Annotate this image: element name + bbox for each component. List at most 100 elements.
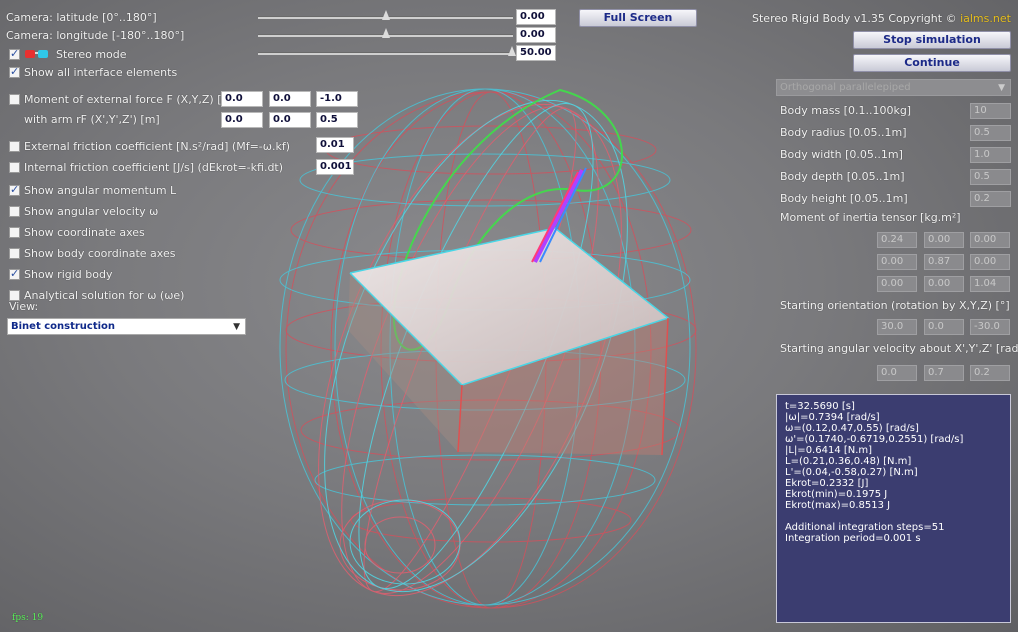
arm-z-input[interactable]: 0.5 [316,112,358,128]
analytical-solution-checkbox[interactable] [9,290,20,301]
chevron-down-icon: ▼ [233,322,240,332]
stereo-slider[interactable] [258,52,513,55]
show-rigid-body-checkbox[interactable] [9,267,20,280]
view-select[interactable]: Binet construction ▼ [7,318,246,335]
copyright-link[interactable]: ialms.net [960,12,1011,25]
show-body-axes-label: Show body coordinate axes [24,247,176,260]
camera-latitude-label: Camera: latitude [0°..180°] [6,11,157,24]
info-line: Ekrot(max)=0.8513 J [785,500,891,511]
stereo-value[interactable]: 50.00 [516,45,556,61]
camera-longitude-slider-thumb[interactable] [382,28,390,38]
inertia-cell: 0.00 [970,232,1010,248]
external-force-label: Moment of external force F (X,Y,Z) [N] [24,93,235,106]
orientation-input-y[interactable]: 0.0 [924,319,964,335]
body-height-label: Body height [0.05..1m] [780,192,908,205]
info-line: t=32.5690 [s] [785,401,855,412]
angular-momentum-vector [531,167,587,263]
body-radius-input[interactable]: 0.5 [970,125,1011,141]
info-line [785,511,1002,522]
rigid-body-box [348,227,670,456]
internal-friction-input[interactable]: 0.001 [316,159,354,175]
force-z-input[interactable]: -1.0 [316,91,358,107]
orientation-input-z[interactable]: -30.0 [970,319,1010,335]
external-friction-checkbox[interactable] [9,141,20,152]
inertia-cell: 0.24 [877,232,917,248]
analytical-solution-label: Analytical solution for ω (ωe) [24,289,185,302]
view-label: View: [9,300,39,313]
show-angular-velocity-label: Show angular velocity ω [24,205,159,218]
body-type-select-value: Orthogonal parallelepiped [780,82,911,93]
orientation-input-x[interactable]: 30.0 [877,319,917,335]
3d-glasses-icon [25,49,49,59]
orientation-label: Starting orientation (rotation by X,Y,Z)… [780,299,1010,312]
inertia-cell: 0.00 [877,254,917,270]
show-all-checkbox[interactable] [9,65,20,78]
full-screen-button[interactable]: Full Screen [579,9,697,27]
show-angular-momentum-label: Show angular momentum L [24,184,177,197]
stop-simulation-button[interactable]: Stop simulation [853,31,1011,49]
info-line: ω'=(0.1740,-0.6719,0.2551) [rad/s] [785,434,964,445]
external-force-checkbox[interactable] [9,94,20,105]
body-radius-label: Body radius [0.05..1m] [780,126,907,139]
show-coordinate-axes-checkbox[interactable] [9,227,20,238]
stereo-mode-checkbox[interactable] [9,47,20,60]
arm-x-input[interactable]: 0.0 [221,112,263,128]
angular-velocity-label: Starting angular velocity about X',Y',Z'… [780,342,1018,355]
body-width-input[interactable]: 1.0 [970,147,1011,163]
info-line: Integration period=0.001 s [785,533,921,544]
inertia-label: Moment of inertia tensor [kg.m²] [780,211,961,224]
info-line: ω=(0.12,0.47,0.55) [rad/s] [785,423,919,434]
chevron-down-icon: ▼ [998,83,1005,93]
force-y-input[interactable]: 0.0 [269,91,311,107]
show-all-label: Show all interface elements [24,66,178,79]
external-friction-label: External friction coefficient [N.s²/rad]… [24,140,291,153]
show-angular-velocity-checkbox[interactable] [9,206,20,217]
show-rigid-body-label: Show rigid body [24,268,113,281]
internal-friction-checkbox[interactable] [9,162,20,173]
body-width-label: Body width [0.05..1m] [780,148,903,161]
simulation-info-panel: t=32.5690 [s] |ω|=0.7394 [rad/s] ω=(0.12,0… [776,394,1011,623]
body-depth-input[interactable]: 0.5 [970,169,1011,185]
continue-button[interactable]: Continue [853,54,1011,72]
show-coordinate-axes-label: Show coordinate axes [24,226,145,239]
camera-latitude-slider-thumb[interactable] [382,10,390,20]
internal-friction-label: Internal friction coefficient [J/s] (dEk… [24,161,284,174]
arm-y-input[interactable]: 0.0 [269,112,311,128]
camera-longitude-label: Camera: longitude [-180°..180°] [6,29,185,42]
info-line: Ekrot=0.2332 [J] [785,478,869,489]
inertia-cell: 0.87 [924,254,964,270]
camera-latitude-value[interactable]: 0.00 [516,9,556,25]
stereo-mode-label: Stereo mode [56,48,127,61]
body-type-select[interactable]: Orthogonal parallelepiped ▼ [776,79,1011,96]
info-line: |L|=0.6414 [N.m] [785,445,873,456]
force-arm-label: with arm rF (X',Y',Z') [m] [24,113,160,126]
view-select-value: Binet construction [11,321,116,332]
copyright-prefix: Stereo Rigid Body v1.35 Copyright © [752,12,961,25]
info-line: L=(0.21,0.36,0.48) [N.m] [785,456,912,467]
inertia-cell: 0.00 [877,276,917,292]
inertia-cell: 0.00 [970,254,1010,270]
inertia-cell: 0.00 [924,276,964,292]
info-line: Ekrot(min)=0.1975 J [785,489,888,500]
show-body-axes-checkbox[interactable] [9,248,20,259]
angular-velocity-input-y[interactable]: 0.7 [924,365,964,381]
body-depth-label: Body depth [0.05..1m] [780,170,905,183]
copyright-text: Stereo Rigid Body v1.35 Copyright © ialm… [752,12,1011,25]
show-angular-momentum-checkbox[interactable] [9,183,20,196]
inertia-cell: 1.04 [970,276,1010,292]
body-height-input[interactable]: 0.2 [970,191,1011,207]
force-x-input[interactable]: 0.0 [221,91,263,107]
inertia-cell: 0.00 [924,232,964,248]
body-mass-input[interactable]: 10 [970,103,1011,119]
angular-velocity-input-z[interactable]: 0.2 [970,365,1010,381]
body-mass-label: Body mass [0.1..100kg] [780,104,912,117]
angular-velocity-input-x[interactable]: 0.0 [877,365,917,381]
camera-longitude-value[interactable]: 0.00 [516,27,556,43]
fps-counter: fps: 19 [12,613,44,623]
info-line: L'=(0.04,-0.58,0.27) [N.m] [785,467,918,478]
stereo-slider-thumb[interactable] [508,46,516,56]
info-line: Additional integration steps=51 [785,522,945,533]
info-line: |ω|=0.7394 [rad/s] [785,412,880,423]
external-friction-input[interactable]: 0.01 [316,137,354,153]
